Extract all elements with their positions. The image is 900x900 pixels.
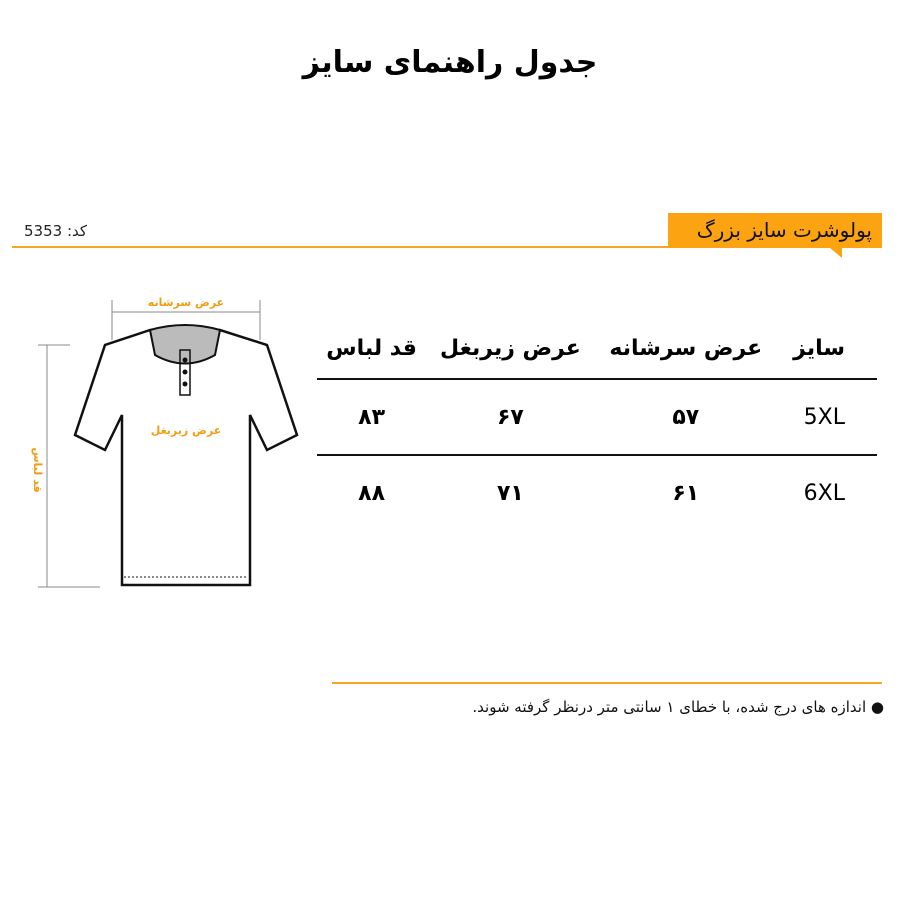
cell-shoulder: ۶۱ — [672, 480, 700, 506]
header-shoulder: عرض سرشانه — [594, 318, 778, 380]
table-row: 6XL ۶۱ ۷۱ ۸۸ — [317, 455, 877, 530]
header-divider — [12, 246, 882, 248]
product-name-badge: پولوشرت سایز بزرگ — [668, 213, 882, 248]
header-chest: عرض زیربغل — [426, 318, 595, 380]
cell-length: ۸۳ — [317, 379, 427, 456]
page-title: جدول راهنمای سایز — [302, 45, 598, 80]
product-code: کد: 5353 — [24, 222, 87, 240]
chest-width-label: عرض زیربغل — [151, 424, 221, 437]
table-header-row: سایز عرض سرشانه عرض زیربغل قد لباس — [317, 318, 877, 380]
cell-chest: ۶۷ — [426, 379, 595, 456]
code-label: کد: — [66, 222, 88, 240]
length-label: قد لباس — [31, 447, 44, 492]
code-value: 5353 — [24, 222, 63, 240]
cell-shoulder: ۵۷ — [594, 379, 778, 456]
cell-size: 5XL — [777, 379, 877, 456]
table-row: 5XL ۵۷ ۶۷ ۸۳ — [317, 379, 877, 456]
note-text: اندازه های درج شده، با خطای ۱ سانتی متر … — [472, 698, 867, 716]
header-size: سایز — [777, 318, 877, 380]
badge-tail — [830, 248, 842, 258]
shoulder-width-label: عرض سرشانه — [148, 296, 224, 309]
polo-shirt-diagram: عرض سرشانه عرض زیربغل قد لباس — [31, 296, 299, 588]
cell-chest: ۷۱ — [496, 480, 524, 506]
footer-divider — [332, 682, 882, 684]
size-table: سایز عرض سرشانه عرض زیربغل قد لباس 5XL ۵… — [317, 318, 877, 530]
header-length: قد لباس — [317, 318, 427, 380]
bullet-icon: ● — [866, 698, 884, 716]
cell-size: 6XL — [803, 480, 845, 506]
cell-length: ۸۸ — [358, 480, 386, 506]
measurement-note: ● اندازه های درج شده، با خطای ۱ سانتی مت… — [470, 698, 884, 716]
